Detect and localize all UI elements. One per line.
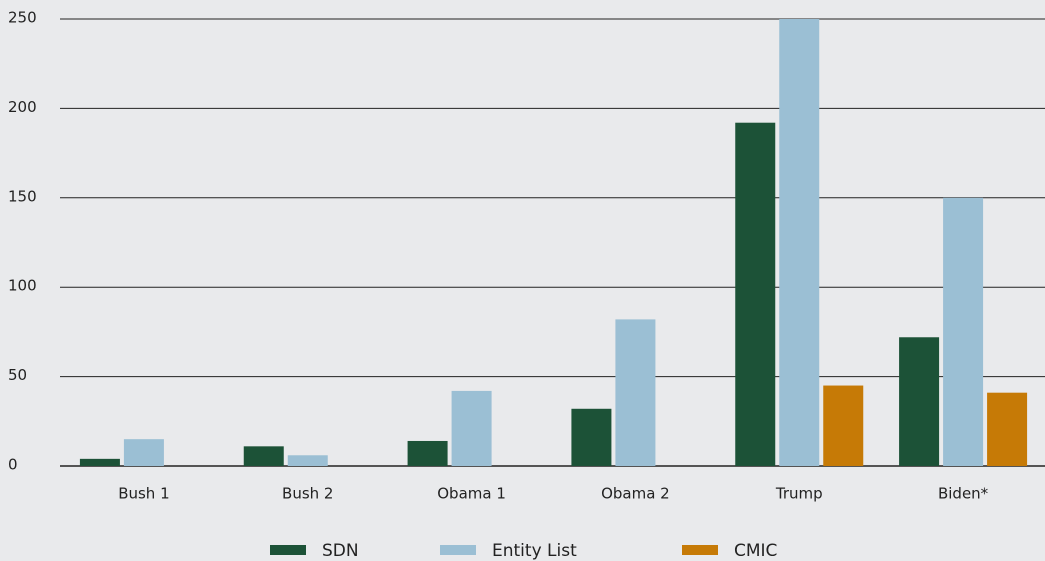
- bar: [615, 319, 656, 466]
- legend-label: CMIC: [734, 541, 777, 561]
- y-tick-label: 0: [8, 456, 18, 474]
- bar: [451, 390, 492, 466]
- bar: [779, 19, 820, 466]
- bar: [287, 455, 328, 466]
- bar: [943, 197, 984, 467]
- x-tick-label: Bush 2: [282, 485, 333, 503]
- x-tick-label: Biden*: [938, 485, 989, 503]
- bar: [899, 337, 940, 466]
- legend-swatch: [270, 545, 306, 555]
- y-tick-label: 100: [8, 277, 37, 295]
- x-tick-label: Obama 1: [437, 485, 506, 503]
- bar: [987, 392, 1028, 466]
- x-tick-label: Bush 1: [118, 485, 169, 503]
- y-tick-label: 150: [8, 187, 37, 205]
- legend-label: Entity List: [492, 541, 577, 561]
- bar: [823, 385, 864, 466]
- y-tick-label: 250: [8, 9, 37, 27]
- legend-label: SDN: [322, 541, 359, 561]
- y-tick-label: 50: [8, 366, 27, 384]
- bar: [571, 408, 612, 466]
- bar: [407, 440, 448, 466]
- x-tick-label: Obama 2: [601, 485, 670, 503]
- legend-swatch: [440, 545, 476, 555]
- bar: [735, 122, 776, 466]
- bar: [123, 439, 164, 466]
- bar: [79, 458, 120, 466]
- legend-swatch: [682, 545, 718, 555]
- bar: [243, 446, 284, 466]
- y-tick-label: 200: [8, 98, 37, 116]
- x-tick-label: Trump: [775, 485, 823, 503]
